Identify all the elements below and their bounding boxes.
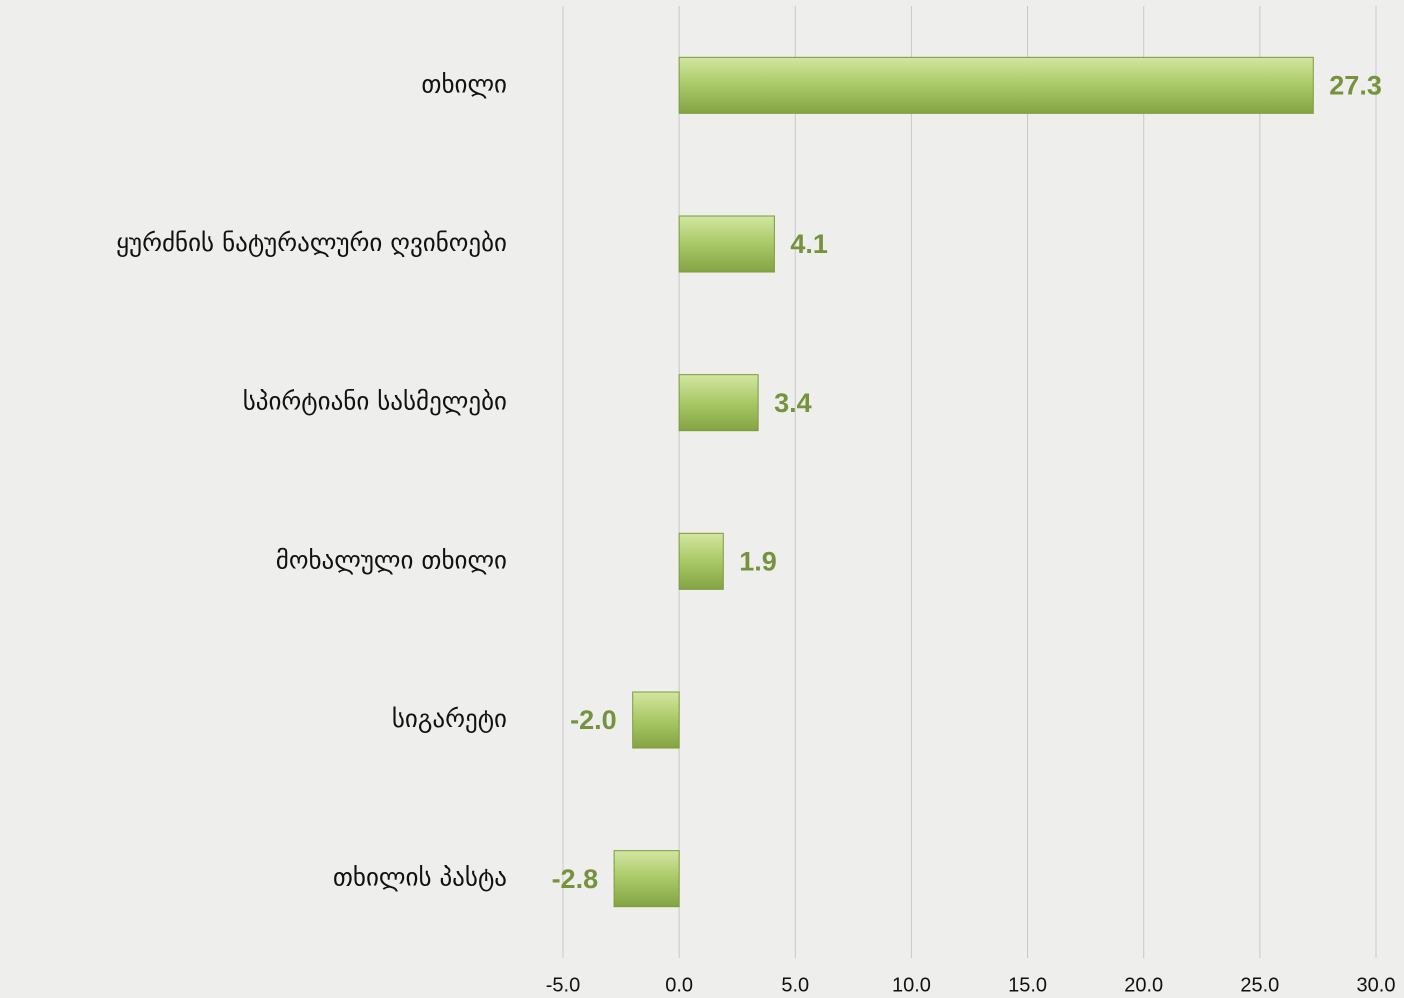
x-tick-label: 30.0 [1357, 974, 1396, 996]
x-tick-label: 20.0 [1124, 974, 1163, 996]
x-tick-label: 5.0 [781, 974, 809, 996]
value-label: 4.1 [790, 229, 828, 259]
value-label: -2.0 [570, 705, 617, 735]
bar [678, 374, 759, 432]
category-label: სპირტიანი სასმელები [243, 387, 507, 416]
x-tick-label: 25.0 [1240, 974, 1279, 996]
x-tick-label: 0.0 [665, 974, 693, 996]
category-label: მოხალული თხილი [276, 545, 507, 574]
category-label: თხილი [421, 69, 507, 98]
bar [613, 850, 680, 908]
bar [678, 215, 775, 273]
x-tick-label: 10.0 [892, 974, 931, 996]
value-label: 3.4 [774, 388, 812, 418]
bar [678, 532, 724, 590]
category-label: ყურძნის ნატურალური ღვინოები [116, 228, 507, 257]
x-tick-label: 15.0 [1008, 974, 1047, 996]
bar [632, 691, 680, 749]
value-label: -2.8 [552, 864, 599, 894]
value-label: 27.3 [1329, 70, 1382, 100]
x-tick-label: -5.0 [546, 974, 580, 996]
value-label: 1.9 [739, 546, 777, 576]
bar [678, 56, 1314, 114]
category-label: თხილის პასტა [333, 863, 507, 892]
category-label: სიგარეტი [392, 704, 507, 733]
